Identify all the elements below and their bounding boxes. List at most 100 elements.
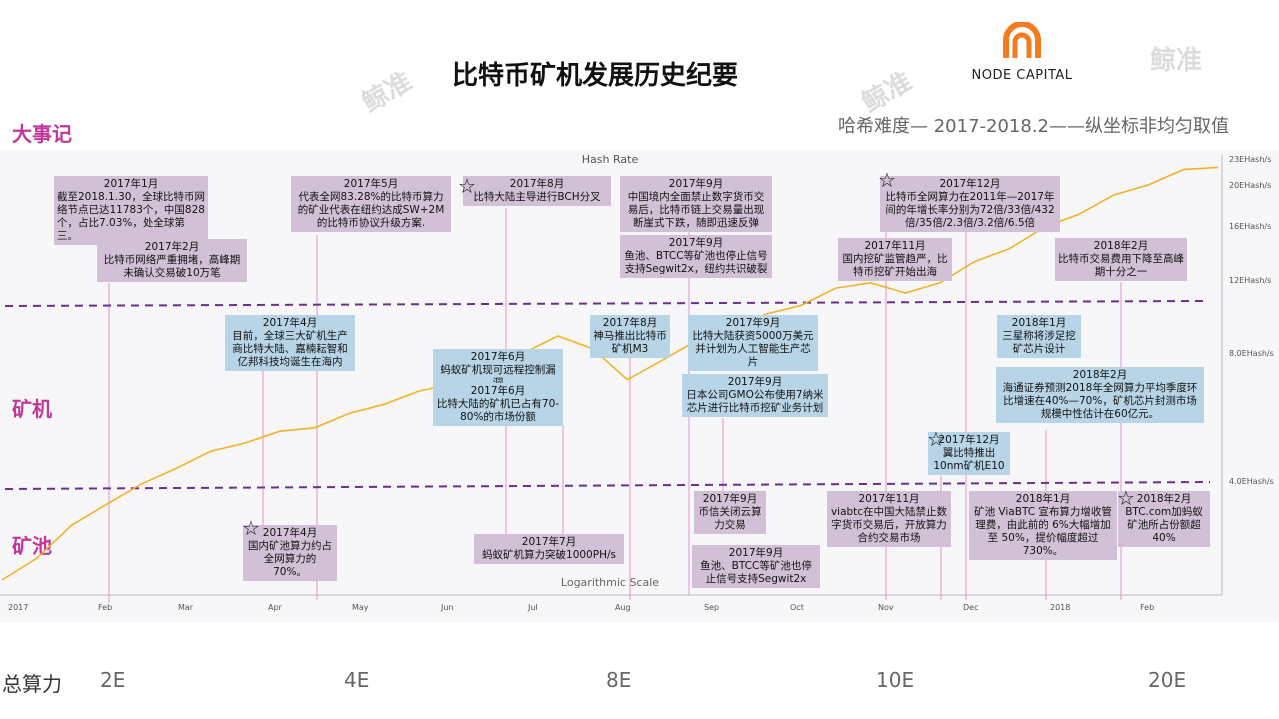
subtitle: 哈希难度— 2017-2018.2——纵坐标非均匀取值 xyxy=(838,116,1230,137)
annotation-box: 2017年11月 国内挖矿监管趋严，比特币挖矿开始出海 xyxy=(838,238,952,281)
annotation-text: 鱼池、BTCC等矿池也停止信号支持Segwit2x，纽约共识破裂 xyxy=(624,250,768,275)
event-line xyxy=(262,370,264,535)
x-tick-label: Oct xyxy=(790,603,804,612)
total-hashrate-value: 10E xyxy=(876,668,915,692)
annotation-text: 代表全网83.28%的比特币算力的矿业代表在纽约达成SW+2M的比特币协议升级方… xyxy=(297,191,445,229)
annotation-date: 2017年9月 xyxy=(725,317,781,329)
annotation-date: 2018年2月 xyxy=(1136,493,1192,505)
event-line xyxy=(965,230,967,600)
event-line xyxy=(562,425,564,540)
annotation-text: 矿池 ViaBTC 宣布算力增收管理费，由此前的 6%大幅增加至 50%，提价幅… xyxy=(974,506,1112,557)
x-tick-label: 2017 xyxy=(8,603,29,612)
annotation-box: 2018年2月 BTC.com加蚂蚁矿池所占份额超40% xyxy=(1118,491,1210,547)
annotation-box: 2017年9月 币信关闭云算力交易 xyxy=(694,491,766,534)
annotation-box: 2017年9月 中国境内全面禁止数字货币交易后，比特币链上交易量出现断崖式下跌，… xyxy=(620,176,772,232)
annotation-date: 2017年11月 xyxy=(858,493,920,505)
watermark: 鲸准 xyxy=(1150,46,1203,76)
x-tick-label: May xyxy=(352,603,369,612)
annotation-text: 比特大陆的矿机已占有70-80%的市场份额 xyxy=(436,398,560,423)
annotation-text: 神马推出比特币矿机M3 xyxy=(593,330,667,355)
annotation-text: 鱼池、BTCC等矿池也停止信号支持Segwit2x xyxy=(700,560,812,585)
annotation-date: 2017年6月 xyxy=(470,385,526,397)
annotation-text: 比特大陆获资5000万美元并计划为人工智能生产芯片 xyxy=(692,330,814,368)
series-group xyxy=(1,166,1219,581)
annotation-date: 2018年1月 xyxy=(1015,493,1071,505)
annotation-date: 2018年2月 xyxy=(1072,369,1128,381)
star-icon: ☆ xyxy=(242,516,260,540)
star-icon: ☆ xyxy=(1117,486,1135,510)
annotation-box: 2017年7月 蚂蚁矿机算力突破1000PH/s xyxy=(474,534,624,564)
annotation-box: 2017年9月 鱼池、BTCC等矿池也停止信号支持Segwit2x xyxy=(692,545,820,588)
y-tick-label: 8.0EHash/s xyxy=(1229,349,1274,358)
x-tick-label: Jun xyxy=(441,603,454,612)
annotation-date: 2017年11月 xyxy=(864,240,926,252)
annotation-box: 2017年8月 比特大陆主导进行BCH分叉 xyxy=(463,176,611,206)
annotation-box: 2017年9月 比特大陆获资5000万美元并计划为人工智能生产芯片 xyxy=(688,315,818,371)
annotation-text: 国内矿池算力约占全网算力的 70%。 xyxy=(248,540,332,578)
y-tick-label: 20EHash/s xyxy=(1229,181,1272,190)
total-hashrate-value: 20E xyxy=(1148,668,1187,692)
y-tick-label: 4.0EHash/s xyxy=(1229,477,1274,486)
annotation-date: 2017年2月 xyxy=(144,241,200,253)
brand-logo: NODE CAPITAL xyxy=(962,21,1082,83)
annotation-date: 2017年9月 xyxy=(668,237,724,249)
event-line xyxy=(1120,282,1122,600)
annotation-box: 2017年12月 比特币全网算力在2011年—2017年间的年增长率分别为72倍… xyxy=(880,176,1060,232)
annotation-date: 2017年7月 xyxy=(521,536,577,548)
annotation-date: 2017年8月 xyxy=(602,317,658,329)
section-label-pools: 矿池 xyxy=(12,534,52,558)
annotation-text: BTC.com加蚂蚁矿池所占份额超40% xyxy=(1125,506,1203,544)
annotation-text: 三星称将涉足挖矿芯片设计 xyxy=(1002,330,1076,355)
annotation-box: 2017年8月 神马推出比特币矿机M3 xyxy=(590,315,670,358)
annotation-box: 2017年5月 代表全网83.28%的比特币算力的矿业代表在纽约达成SW+2M的… xyxy=(291,176,451,232)
page-title: 比特币矿机发展历史纪要 xyxy=(451,61,738,91)
x-tick-label: Sep xyxy=(704,603,720,612)
annotation-box: 2017年9月 日本公司GMO公布使用7纳米芯片进行比特币挖矿业务计划 xyxy=(682,374,828,417)
annotation-text: 比特币交易费用下降至高峰期十分之一 xyxy=(1058,253,1184,278)
annotation-date: 2017年9月 xyxy=(727,376,783,388)
annotation-text: 中国境内全面禁止数字货币交易后，比特币链上交易量出现断崖式下跌，随即迅速反弹 xyxy=(627,191,765,229)
annotation-text: viabtc在中国大陆禁止数字货币交易后，开放算力合约交易市场 xyxy=(830,506,948,544)
annotation-text: 比特币全网算力在2011年—2017年间的年增长率分别为72倍/33倍/432倍… xyxy=(885,191,1055,229)
event-line xyxy=(629,355,631,600)
section-label-miners: 矿机 xyxy=(12,397,52,421)
x-tick-label: Jul xyxy=(528,603,538,612)
annotation-box: 2018年1月 三星称将涉足挖矿芯片设计 xyxy=(997,315,1081,358)
annotation-text: 比特大陆主导进行BCH分叉 xyxy=(473,191,601,203)
annotation-date: 2017年1月 xyxy=(103,178,159,190)
x-tick-label: Nov xyxy=(878,603,894,612)
annotation-date: 2018年2月 xyxy=(1093,240,1149,252)
annotation-text: 截至2018.1.30，全球比特币网络节点已达11783个，中国828个，占比7… xyxy=(57,191,205,242)
brand-name: NODE CAPITAL xyxy=(971,68,1073,83)
y-tick-label: 12EHash/s xyxy=(1229,276,1272,285)
y-tick-label: 23EHash/s xyxy=(1229,155,1272,164)
annotation-text: 日本公司GMO公布使用7纳米芯片进行比特币挖矿业务计划 xyxy=(686,389,824,414)
event-line xyxy=(108,283,110,603)
annotation-text: 币信关闭云算力交易 xyxy=(698,506,762,531)
annotation-box: 2017年2月 比特币网络严重拥堵，高峰期未确认交易破10万笔 xyxy=(97,239,247,282)
annotation-box: 2017年12月 翼比特推出10nm矿机E10 xyxy=(928,432,1010,475)
star-icon: ☆ xyxy=(458,174,476,198)
x-tick-label: Apr xyxy=(268,603,282,612)
total-hashrate-label: 总算力 xyxy=(2,672,62,696)
annotation-box: 2017年4月 目前，全球三大矿机生产商比特大陆、嘉楠耘智和亿邦科技均诞生在海内 xyxy=(225,315,355,371)
annotation-text: 国内挖矿监管趋严，比特币挖矿开始出海 xyxy=(842,253,948,278)
chart-title: Hash Rate xyxy=(582,153,639,166)
x-tick-label: Mar xyxy=(178,603,194,612)
annotation-date: 2017年8月 xyxy=(509,178,565,190)
annotation-box: 2017年4月 国内矿池算力约占全网算力的 70%。 xyxy=(243,525,337,581)
divider-miners-pools xyxy=(4,481,1211,490)
annotation-text: 海通证券预测2018年全网算力平均季度环比增速在40%—70%，矿机芯片封测市场… xyxy=(1002,382,1198,420)
event-line xyxy=(316,235,318,600)
annotation-date: 2017年9月 xyxy=(728,547,784,559)
x-tick-label: Feb xyxy=(98,603,113,612)
x-tick-label: 2018 xyxy=(1050,603,1071,612)
annotation-text: 比特币网络严重拥堵，高峰期未确认交易破10万笔 xyxy=(103,254,241,279)
section-label-events: 大事记 xyxy=(12,122,72,146)
annotation-box: 2017年1月 截至2018.1.30，全球比特币网络节点已达11783个，中国… xyxy=(54,176,208,245)
annotation-box: 2018年2月 海通证券预测2018年全网算力平均季度环比增速在40%—70%，… xyxy=(996,367,1204,423)
annotation-date: 2017年4月 xyxy=(262,527,318,539)
annotation-date: 2017年9月 xyxy=(668,178,724,190)
x-tick-label: Feb xyxy=(1140,603,1155,612)
event-line xyxy=(722,418,724,493)
